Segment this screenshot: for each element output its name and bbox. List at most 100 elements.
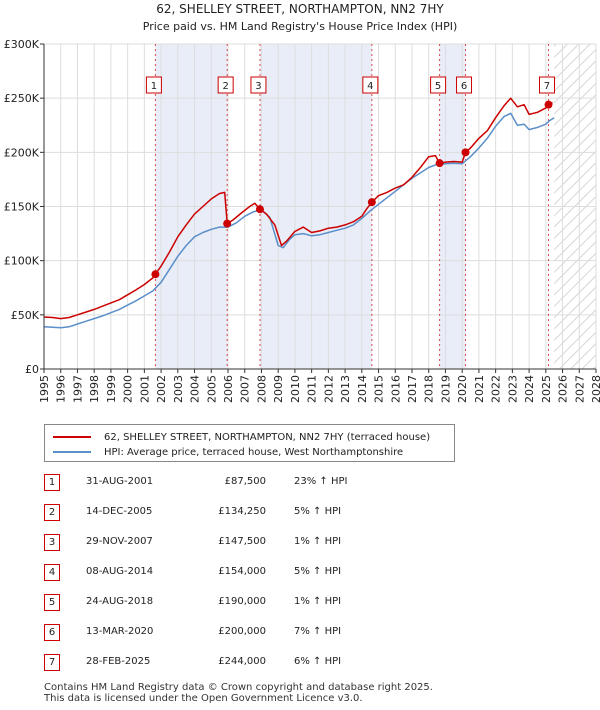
sale-point-1 (151, 270, 160, 279)
x-tick-label: 1995 (38, 375, 51, 403)
legend-property-swatch (53, 436, 91, 438)
x-tick-label: 2000 (122, 375, 135, 403)
transaction-date: 13-MAR-2020 (86, 626, 154, 637)
chart-subtitle: Price paid vs. HM Land Registry's House … (143, 20, 458, 33)
legend-hpi-label: HPI: Average price, terraced house, West… (104, 446, 404, 458)
x-tick-label: 2010 (289, 375, 302, 403)
sale-label-4: 4 (362, 76, 379, 94)
legend-property-label: 62, SHELLEY STREET, NORTHAMPTON, NN2 7HY… (104, 431, 431, 443)
sale-label-text: 4 (367, 81, 373, 92)
x-tick-label: 2024 (523, 375, 536, 403)
transaction-hpi-change: 5% ↑ HPI (294, 506, 342, 517)
sale-label-1: 1 (145, 76, 162, 94)
x-tick-label: 1999 (105, 375, 118, 403)
y-tick-label: £300K (4, 38, 40, 51)
transaction-date: 31-AUG-2001 (86, 476, 154, 487)
sale-label-box (430, 76, 447, 94)
x-tick-label: 2018 (423, 375, 436, 403)
transaction-hpi-change: 6% ↑ HPI (294, 656, 342, 667)
x-tick-label: 1996 (55, 375, 68, 403)
x-tick-label: 2023 (506, 375, 519, 403)
x-tick-label: 2012 (322, 375, 335, 403)
sale-label-text: 5 (435, 81, 441, 92)
x-tick-label: 2021 (473, 375, 486, 403)
y-tick-label: £0 (25, 363, 39, 376)
x-tick-label: 2015 (373, 375, 386, 403)
sale-label-2: 2 (217, 76, 234, 94)
y-tick-label: £50K (11, 309, 40, 322)
x-tick-label: 2004 (189, 375, 202, 403)
x-tick-label: 2001 (138, 375, 151, 403)
sale-point-6 (461, 148, 470, 157)
transaction-hpi-change: 1% ↑ HPI (294, 536, 342, 547)
chart-legend: 62, SHELLEY STREET, NORTHAMPTON, NN2 7HY… (44, 424, 455, 462)
x-tick-label: 2002 (155, 375, 168, 403)
transaction-date: 24-AUG-2018 (86, 596, 154, 607)
y-tick-label: £250K (4, 92, 40, 105)
sale-label-box (538, 76, 555, 94)
sale-label-text: 2 (222, 81, 228, 92)
sale-point-4 (367, 198, 376, 207)
legend-item-property: 62, SHELLEY STREET, NORTHAMPTON, NN2 7HY… (53, 430, 430, 444)
transaction-price: £147,500 (218, 536, 266, 547)
sale-label-text: 1 (151, 81, 157, 92)
transaction-number: 6 (44, 624, 60, 641)
transaction-price: £154,000 (218, 566, 266, 577)
x-tick-label: 2020 (456, 375, 469, 403)
legend-item-hpi: HPI: Average price, terraced house, West… (53, 445, 403, 459)
property-price-line (43, 97, 553, 320)
transaction-date: 14-DEC-2005 (86, 506, 153, 517)
footer-licence: This data is licensed under the Open Gov… (44, 693, 363, 704)
x-tick-label: 2022 (490, 375, 503, 403)
transaction-date: 08-AUG-2014 (86, 566, 154, 577)
sale-point-5 (435, 159, 444, 168)
sale-label-text: 7 (544, 81, 550, 92)
sale-point-7 (544, 100, 553, 109)
chart-title: 62, SHELLEY STREET, NORTHAMPTON, NN2 7HY (156, 2, 444, 16)
x-tick-label: 2009 (272, 375, 285, 403)
x-tick-label: 2008 (255, 375, 268, 403)
transaction-hpi-change: 5% ↑ HPI (294, 566, 342, 577)
sale-label-box (362, 76, 379, 94)
transaction-price: £190,000 (218, 596, 266, 607)
sale-point-3 (255, 205, 264, 214)
transaction-number: 7 (44, 654, 60, 671)
sale-label-6: 6 (456, 76, 473, 94)
x-tick-label: 2027 (573, 375, 586, 403)
x-tick-label: 2014 (356, 375, 369, 403)
sale-label-7: 7 (538, 76, 555, 94)
transaction-hpi-change: 23% ↑ HPI (294, 476, 348, 487)
transaction-number: 2 (44, 504, 60, 521)
transaction-number: 1 (44, 474, 60, 491)
x-tick-label: 2016 (389, 375, 402, 403)
footer: Contains HM Land Registry data © Crown c… (44, 682, 433, 704)
transaction-hpi-change: 7% ↑ HPI (294, 626, 342, 637)
legend-hpi-swatch (53, 451, 91, 453)
x-tick-label: 2007 (239, 375, 252, 403)
y-tick-label: £150K (4, 201, 40, 214)
transaction-date: 28-FEB-2025 (86, 656, 151, 667)
sale-point-2 (223, 219, 232, 228)
y-tick-label: £200K (4, 146, 40, 159)
transaction-date: 29-NOV-2007 (86, 536, 153, 547)
x-tick-label: 2025 (540, 375, 553, 403)
x-tick-label: 2028 (590, 375, 600, 403)
hpi-line (43, 112, 555, 329)
sale-label-box (217, 76, 234, 94)
transaction-price: £244,000 (218, 656, 266, 667)
x-tick-label: 2003 (172, 375, 185, 403)
sale-label-text: 3 (255, 81, 261, 92)
x-tick-label: 1997 (71, 375, 84, 403)
footer-copyright: Contains HM Land Registry data © Crown c… (44, 682, 433, 693)
x-tick-label: 1998 (88, 375, 101, 403)
transaction-hpi-change: 1% ↑ HPI (294, 596, 342, 607)
x-tick-label: 2013 (339, 375, 352, 403)
x-tick-label: 2005 (205, 375, 218, 403)
sale-label-3: 3 (250, 76, 267, 94)
x-tick-label: 2011 (306, 375, 319, 403)
transaction-price: £87,500 (224, 476, 266, 487)
sale-label-text: 6 (461, 81, 467, 92)
y-tick-label: £100K (4, 255, 40, 268)
x-tick-label: 2006 (222, 375, 235, 403)
x-tick-label: 2019 (439, 375, 452, 403)
